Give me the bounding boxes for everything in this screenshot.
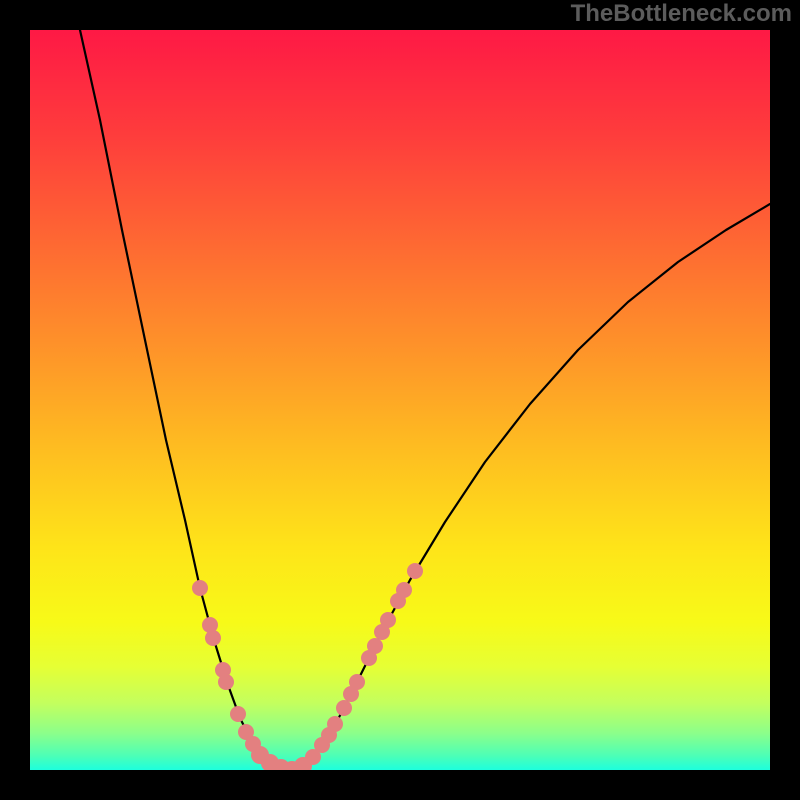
- plot-gradient-background: [30, 30, 770, 770]
- data-marker: [192, 580, 208, 596]
- data-marker: [349, 674, 365, 690]
- data-marker: [367, 638, 383, 654]
- watermark-text: TheBottleneck.com: [571, 0, 792, 28]
- data-marker: [230, 706, 246, 722]
- data-marker: [407, 563, 423, 579]
- bottleneck-chart-svg: [0, 0, 800, 800]
- data-marker: [336, 700, 352, 716]
- data-marker: [380, 612, 396, 628]
- data-marker: [327, 716, 343, 732]
- chart-canvas: TheBottleneck.com: [0, 0, 800, 800]
- data-marker: [396, 582, 412, 598]
- data-marker: [205, 630, 221, 646]
- data-marker: [218, 674, 234, 690]
